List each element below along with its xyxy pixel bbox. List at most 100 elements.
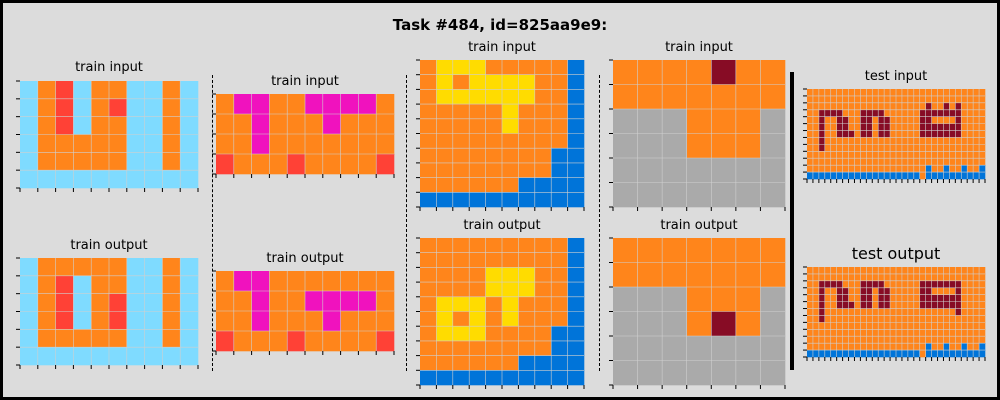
grid-cell [967, 116, 974, 124]
grid-cell [233, 311, 252, 332]
grid-cell [866, 273, 873, 282]
grid-cell [109, 170, 128, 189]
grid-cell [907, 102, 915, 111]
grid-cell [735, 158, 761, 183]
grid-cell [919, 102, 926, 111]
grid-cell [896, 165, 903, 173]
grid-cell [901, 89, 909, 97]
grid-cell [937, 336, 944, 344]
grid-cell [807, 329, 814, 337]
grid-cell [452, 311, 470, 327]
grid-cell [925, 294, 932, 302]
grid-cell [812, 130, 820, 138]
grid-cell [913, 109, 921, 117]
grid-cell [937, 137, 944, 145]
grid-cell [854, 130, 861, 138]
grid-cell [872, 280, 879, 289]
grid-cell [662, 109, 688, 134]
grid-cell [919, 130, 926, 138]
grid-cell [760, 133, 786, 159]
grid-cell [925, 116, 932, 124]
grid-cell [967, 322, 974, 330]
grid-cell [735, 262, 761, 288]
grid-cell [162, 152, 181, 171]
grid-cell [420, 282, 437, 298]
grid-cell [735, 182, 761, 208]
grid-cell [931, 158, 938, 166]
grid-cell [686, 60, 712, 85]
grid-cell [807, 294, 814, 302]
grid-cell [436, 60, 454, 75]
grid-cell [979, 137, 986, 145]
grid-cell [842, 172, 849, 180]
grid-cell [961, 336, 968, 344]
pair4-input-label: train input [665, 40, 733, 55]
grid-cell [878, 116, 885, 124]
grid-cell [518, 326, 536, 342]
grid-cell [452, 74, 470, 90]
grid-cell [551, 89, 568, 105]
grid-cell [866, 267, 873, 275]
grid-cell [949, 95, 956, 104]
grid-cell [866, 294, 873, 302]
grid-cell [818, 151, 826, 159]
grid-cell [269, 154, 288, 175]
grid-cell [919, 109, 926, 117]
grid-cell [420, 311, 437, 327]
grid-cell [20, 98, 39, 117]
grid-cell [848, 109, 855, 117]
grid-cell [979, 294, 986, 302]
grid-cell [973, 308, 980, 316]
grid-cell [890, 109, 897, 117]
grid-cell [836, 308, 843, 316]
grid-cell [890, 336, 897, 344]
grid-cell [913, 137, 921, 145]
grid-cell [854, 329, 861, 337]
grid-cell [860, 144, 867, 152]
grid-cell [824, 130, 832, 138]
grid-cell [913, 343, 921, 351]
grid-cell [979, 123, 986, 131]
grid-cell [518, 118, 536, 134]
grid-cell [896, 102, 903, 111]
grid-cell [896, 301, 903, 309]
grid-cell [613, 360, 638, 386]
grid-cell [818, 273, 826, 282]
grid-cell [860, 158, 867, 166]
grid-cell [949, 329, 956, 337]
grid-cell [967, 315, 974, 323]
grid-cell [925, 287, 932, 295]
grid-cell [919, 172, 926, 180]
grid-cell [37, 347, 56, 366]
grid-cell [854, 158, 861, 166]
grid-cell [884, 315, 891, 323]
grid-cell [979, 350, 986, 358]
grid-cell [961, 172, 968, 180]
grid-cell [37, 98, 56, 117]
grid-cell [943, 336, 950, 344]
grid-cell [812, 165, 820, 173]
grid-cell [613, 133, 638, 159]
grid-cell [943, 287, 950, 295]
grid-cell [931, 130, 938, 138]
grid-cell [760, 336, 786, 361]
grid-cell [818, 95, 826, 104]
grid-cell [807, 109, 814, 117]
grid-cell [637, 109, 663, 134]
grid-cell [613, 238, 638, 263]
grid-cell [949, 165, 956, 173]
grid-cell [896, 343, 903, 351]
grid-cell [848, 329, 855, 337]
grid-cell [551, 370, 568, 386]
grid-cell [830, 172, 837, 180]
grid-cell [180, 311, 199, 330]
grid-cell [37, 258, 56, 277]
grid-cell [943, 130, 950, 138]
grid-cell [979, 109, 986, 117]
grid-cell [469, 355, 486, 371]
grid-cell [126, 258, 145, 277]
grid-cell [830, 294, 837, 302]
grid-cell [452, 282, 470, 298]
grid-cell [901, 308, 909, 316]
grid-cell [711, 262, 737, 288]
